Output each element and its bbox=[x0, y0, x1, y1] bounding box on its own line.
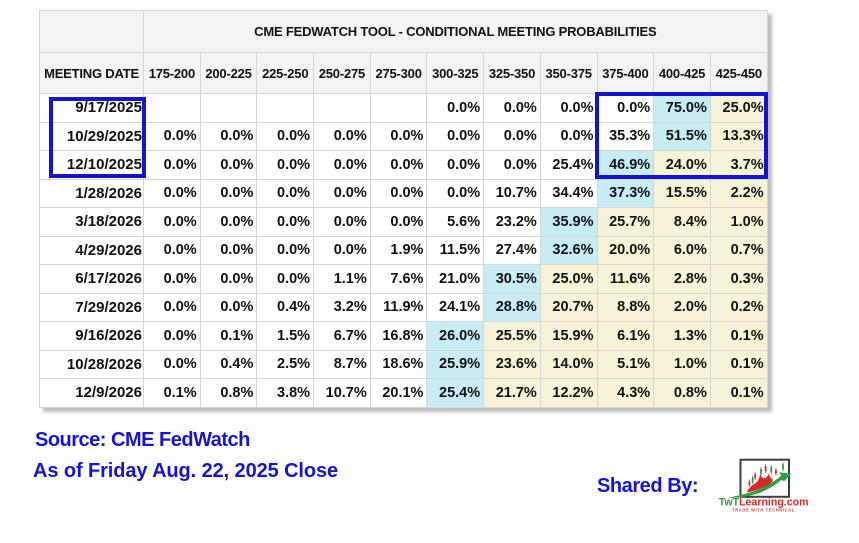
svg-text:TRADE WITH TECHNICAL: TRADE WITH TECHNICAL bbox=[732, 508, 795, 513]
svg-text:TwTLearning.com: TwTLearning.com bbox=[719, 497, 809, 509]
